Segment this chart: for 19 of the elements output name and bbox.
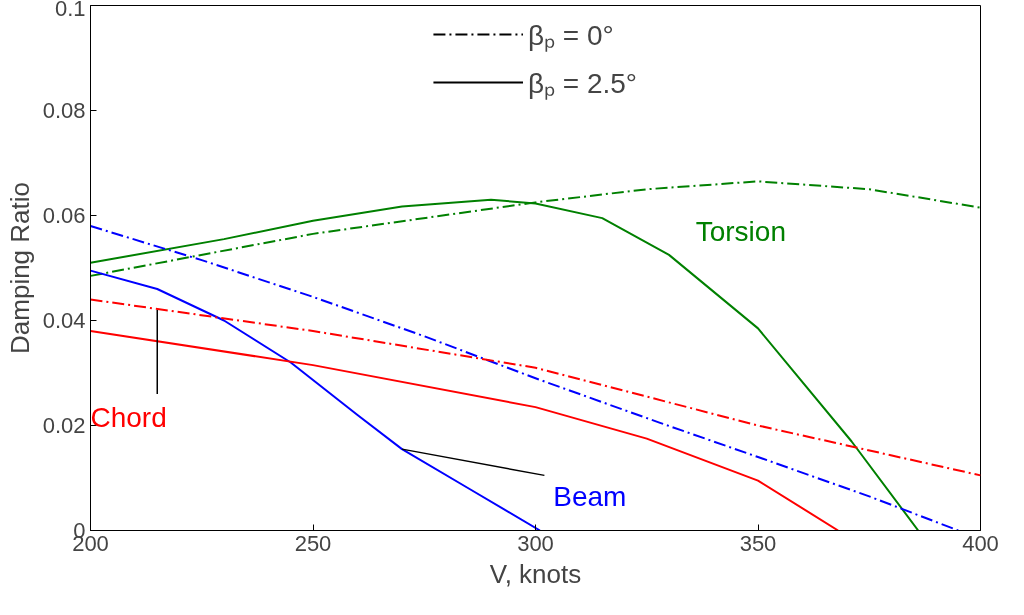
legend-label: βₚ = 2.5°: [527, 67, 638, 101]
legend-label: βₚ = 0°: [527, 19, 614, 53]
y-tick-label: 0.06: [42, 203, 86, 228]
y-tick-label: 0.04: [42, 308, 86, 333]
line-series: [90, 298, 981, 477]
x-tick-label: 300: [517, 530, 554, 556]
y-tick-label: 0.1: [54, 0, 86, 21]
y-axis-title: Damping Ratio: [4, 182, 35, 354]
x-axis-title: V, knots: [489, 558, 582, 589]
x-tick-label: 250: [294, 530, 332, 556]
annotation: Torsion: [695, 216, 786, 247]
y-tick-label: 0.08: [42, 98, 86, 123]
line-series: [90, 330, 840, 531]
x-tick-label: 400: [962, 530, 999, 556]
y-tick-label: 0.02: [42, 413, 86, 438]
line-series: [90, 269, 541, 531]
annotation: Chord: [90, 402, 167, 434]
annotation: Beam: [553, 481, 627, 513]
x-tick-label: 350: [739, 530, 777, 556]
